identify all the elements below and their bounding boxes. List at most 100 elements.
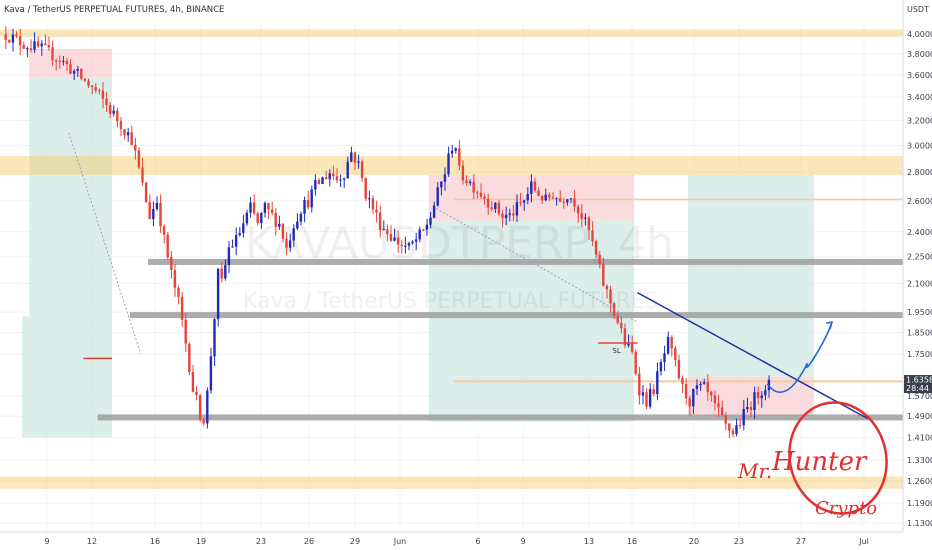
candle-body: [76, 69, 79, 71]
candle-body: [728, 423, 731, 431]
candle-body: [303, 199, 306, 214]
sl-label: SL: [612, 347, 620, 355]
candle-body: [346, 161, 349, 179]
candle-body: [4, 34, 7, 40]
candle-body: [717, 403, 720, 408]
candle-body: [141, 167, 144, 183]
time-tick-label: Jul: [858, 537, 869, 546]
candle-body: [479, 192, 483, 197]
time-axis[interactable]: 9 12 16 19 23 26 29 Jun 6 9 13 16 20 23 27 Jul: [0, 531, 903, 550]
last-price-label: 1.6358: [906, 376, 932, 385]
time-tick-label: 13: [584, 537, 594, 546]
candle-body: [220, 268, 223, 279]
candle-body: [195, 391, 198, 396]
time-tick-label: 16: [627, 537, 637, 546]
price-tick-label: 1.2600: [907, 477, 932, 486]
candle-body: [630, 343, 634, 352]
watermark-symbol: KAVAUSDTPERP, 4h: [245, 218, 674, 269]
time-tick-label: 6: [475, 537, 480, 546]
drawings: SL: [68, 132, 869, 420]
price-tick-label: 4.0000: [907, 30, 932, 39]
candle-body: [202, 419, 205, 424]
candle-body: [674, 348, 677, 360]
price-tick-label: 1.4900: [907, 412, 932, 421]
candle-body: [360, 161, 364, 178]
candle-body: [519, 202, 522, 204]
candle-body: [684, 383, 688, 399]
candle-body: [738, 425, 742, 427]
candle-body: [764, 390, 767, 396]
candle-body: [292, 228, 295, 241]
price-axis[interactable]: 4.0000 3.8000 3.6000 3.4000 3.2000 3.0000 2.80…: [902, 0, 932, 550]
candle-body: [119, 121, 123, 130]
candle-body: [677, 359, 681, 379]
candle-body: [454, 148, 457, 151]
candle-body: [393, 237, 396, 241]
price-tick-label: 2.4000: [907, 228, 932, 237]
candle-body: [332, 173, 335, 177]
candle-body: [609, 289, 612, 304]
candle-body: [116, 110, 119, 122]
candle-body: [170, 257, 173, 271]
candle-body: [288, 240, 292, 248]
candle-body: [562, 201, 565, 203]
candle-body: [724, 415, 727, 424]
candle-body: [659, 362, 663, 372]
candle-body: [760, 395, 763, 399]
candle-body: [400, 244, 403, 247]
candle-body: [184, 319, 187, 344]
candle-body: [8, 39, 11, 43]
price-tick-label: 3.6000: [907, 71, 932, 80]
candle-body: [267, 203, 270, 210]
candle-body: [339, 179, 342, 181]
candle-body: [702, 382, 706, 384]
candle-body: [472, 181, 475, 193]
candle-body: [159, 202, 162, 227]
candle-body: [450, 150, 454, 154]
candle-body: [591, 230, 594, 242]
price-tick-label: 2.2500: [907, 253, 932, 262]
candle-body: [18, 36, 22, 46]
chart-title: Kava / TetherUS PERPETUAL FUTURES, 4h, B…: [4, 5, 224, 15]
candle-body: [234, 235, 238, 247]
candle-body: [440, 181, 443, 188]
candle-body: [602, 263, 605, 286]
candle-body: [425, 224, 429, 230]
price-tick-label: 2.6000: [907, 197, 932, 206]
candle-body: [411, 241, 414, 244]
support-resistance-line: [130, 312, 903, 319]
candle-body: [278, 223, 281, 227]
time-tick-label: 23: [734, 537, 744, 546]
price-axis-bg: [903, 0, 932, 550]
signature-circle: [788, 401, 888, 515]
candle-body: [101, 90, 105, 99]
candle-body: [436, 187, 439, 206]
candle-body: [598, 254, 601, 264]
candle-body: [26, 48, 29, 50]
candle-body: [396, 237, 400, 245]
candle-body: [364, 177, 367, 199]
candle-body: [634, 351, 637, 374]
candle-body: [731, 430, 735, 435]
candle-body: [227, 247, 231, 266]
candle-body: [497, 202, 501, 214]
horizontal-levels: [0, 29, 904, 489]
candle-body: [296, 221, 299, 229]
candle-body: [137, 150, 141, 168]
time-tick-label: 9: [520, 537, 525, 546]
candle-body: [198, 395, 202, 420]
price-tick-label: 2.8000: [907, 168, 932, 177]
candle-body: [108, 104, 112, 114]
candle-body: [558, 198, 562, 202]
helper-line: [68, 132, 142, 355]
candle-body: [422, 229, 425, 231]
candle-body: [742, 409, 745, 426]
candle-body: [508, 213, 511, 215]
candle-body: [350, 152, 353, 162]
profit-zone: [22, 316, 112, 438]
candle-body: [256, 213, 259, 223]
candle-body: [710, 391, 713, 396]
candle-body: [544, 194, 547, 201]
candle-body: [580, 213, 583, 219]
